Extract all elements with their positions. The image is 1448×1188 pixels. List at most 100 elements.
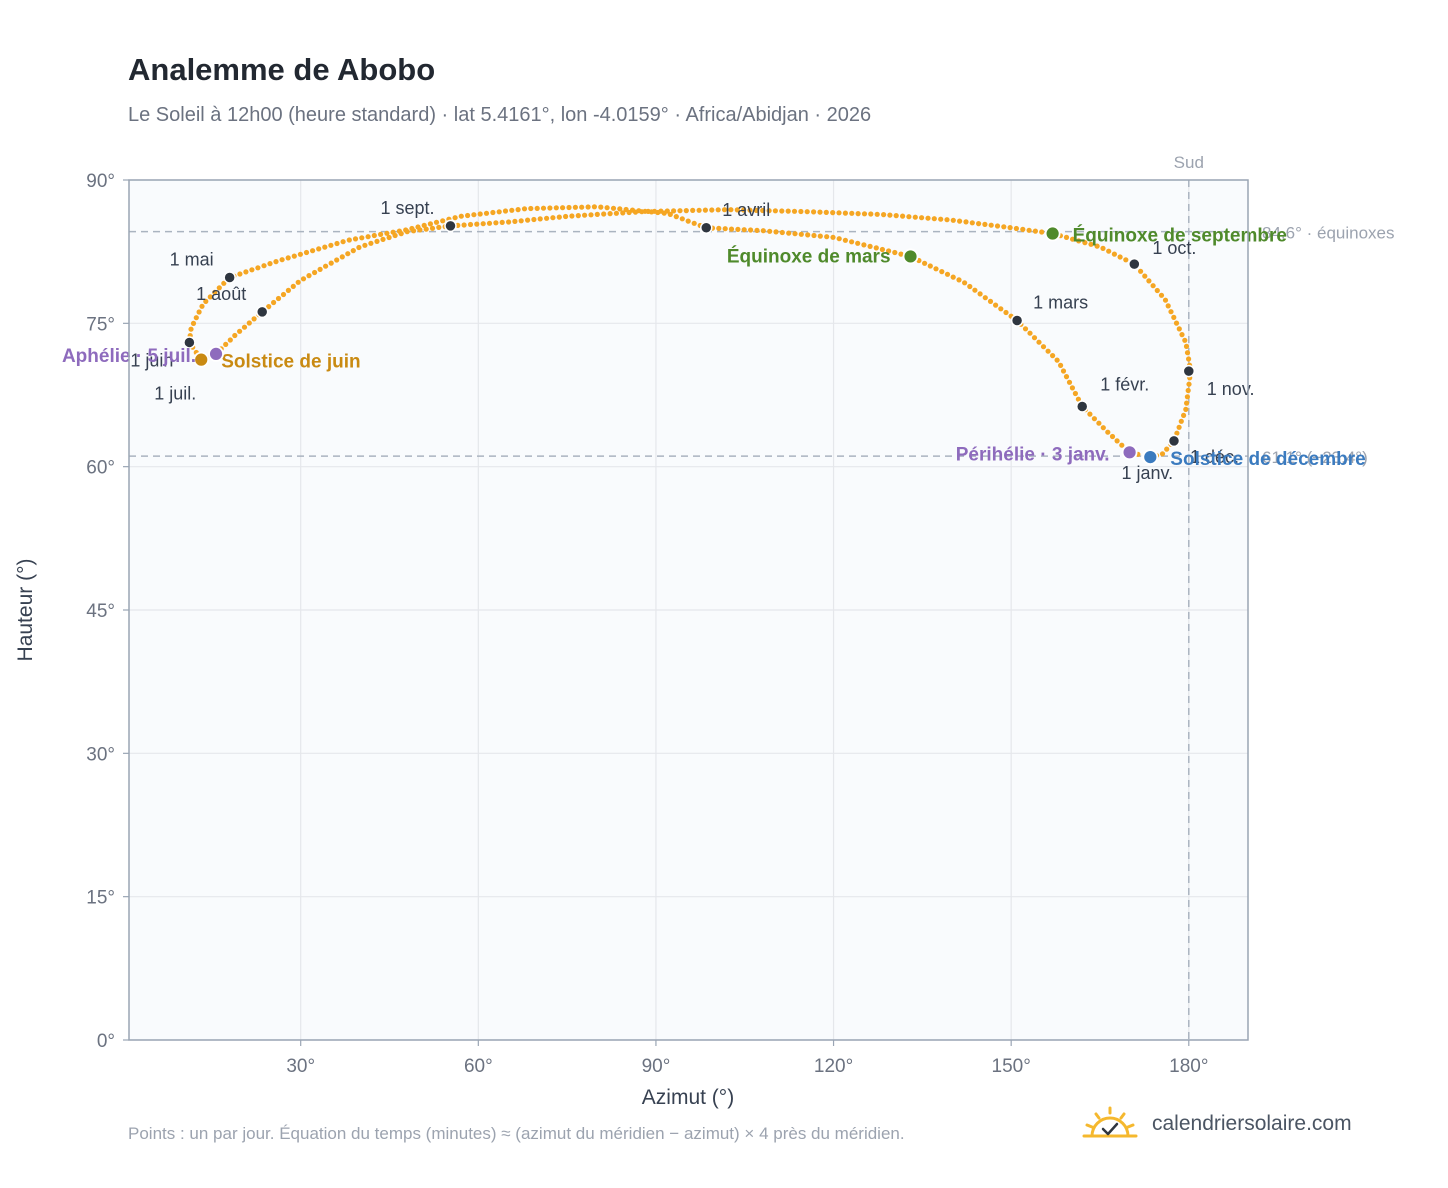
reference-lines: Sud 84.6° · équinoxes 61.1° (−23.4°) [129, 153, 1395, 1040]
day-dot [316, 246, 322, 252]
day-dot [1058, 362, 1064, 368]
event-label: Équinoxe de septembre [1073, 225, 1287, 247]
day-dot [667, 211, 673, 217]
y-tick-label: 45° [86, 601, 115, 622]
day-dot [323, 263, 329, 269]
day-dot [384, 230, 390, 236]
day-dot [950, 217, 956, 223]
day-dot [486, 220, 493, 226]
day-dot [579, 204, 585, 210]
day-dot [480, 221, 486, 227]
day-dot [734, 207, 740, 213]
chart-subtitle: Le Soleil à 12h00 (heure standard) · lat… [128, 104, 872, 126]
day-dot [255, 265, 261, 271]
event-markers: Équinoxe de mars Équinoxe de septembre Sol… [62, 225, 1366, 471]
day-dot [620, 210, 626, 216]
day-dot [893, 213, 899, 219]
day-dot [467, 221, 474, 228]
day-dot [378, 231, 384, 237]
day-dot [291, 253, 297, 259]
day-dot [279, 257, 285, 263]
day-dot [1159, 451, 1166, 457]
day-dot [741, 227, 747, 233]
brand-logo[interactable]: calendriersolaire.com [1082, 1102, 1352, 1146]
day-dot [506, 219, 512, 225]
day-dot [1060, 368, 1067, 374]
event-marker [1142, 449, 1159, 466]
day-dot [805, 232, 811, 238]
day-dot [817, 233, 823, 239]
day-dot [362, 242, 368, 248]
day-dot [207, 294, 213, 300]
day-dot [221, 280, 227, 286]
day-dot [1182, 337, 1188, 343]
day-dot [345, 251, 351, 257]
day-dot [1109, 433, 1116, 440]
day-dot [849, 239, 855, 245]
day-dot [188, 326, 194, 332]
day-dot [804, 209, 810, 215]
day-dot [575, 213, 581, 219]
day-dot [1072, 390, 1078, 397]
day-dot [493, 220, 499, 226]
day-dot [216, 285, 222, 291]
day-dot [1036, 339, 1042, 345]
footnote: Points : un par jour. Équation du temps … [128, 1124, 905, 1143]
y-tick-label: 90° [86, 171, 115, 192]
day-dot [572, 204, 579, 210]
month-label: 1 avril [722, 200, 770, 220]
day-dot [1117, 254, 1123, 260]
day-dot [1100, 425, 1106, 431]
brand-name[interactable]: calendriersolaire.com [1152, 1112, 1352, 1135]
day-dot [380, 236, 386, 242]
day-dot [1027, 330, 1033, 336]
day-dot [898, 251, 904, 257]
day-dot [300, 276, 307, 282]
day-dot [817, 209, 823, 215]
axis-ticks: 30° 60° 90° 120° 150° 180° 0° 15° 30° 45° 60° 75° 90… [86, 171, 1208, 1077]
day-dot [1150, 283, 1156, 289]
day-dot [411, 228, 417, 234]
day-dot [531, 216, 537, 223]
day-dot [969, 220, 975, 226]
day-dot [651, 208, 658, 214]
x-tick-label: 30° [286, 1056, 315, 1077]
day-dot [1168, 309, 1174, 315]
day-dot [1171, 314, 1177, 320]
day-dot [1054, 357, 1060, 363]
day-dot [972, 287, 978, 293]
day-dot [440, 218, 446, 224]
day-dot [664, 208, 670, 214]
day-dot [550, 215, 556, 221]
day-dot [477, 211, 483, 217]
day-dot [919, 215, 925, 221]
day-dot [993, 302, 999, 308]
day-dot [1185, 387, 1191, 394]
event-marker [902, 248, 919, 265]
day-dot [1164, 446, 1170, 452]
day-dot [312, 269, 318, 276]
day-dot [502, 208, 509, 214]
month-label: 1 juin [130, 350, 173, 370]
day-dot [429, 225, 436, 231]
day-dot [1040, 344, 1047, 350]
day-dot [912, 214, 918, 220]
day-dot [1091, 416, 1097, 422]
day-dot [474, 221, 480, 227]
day-dot [1082, 240, 1088, 246]
day-dot [874, 211, 880, 217]
month-marker [444, 219, 457, 233]
day-dot [328, 242, 334, 248]
day-dot [340, 239, 346, 245]
day-dot [515, 207, 521, 213]
month-label: 1 mai [170, 249, 214, 269]
day-dot [823, 209, 829, 215]
day-dot [368, 240, 374, 246]
day-dot [591, 204, 598, 210]
day-dot [423, 226, 429, 232]
day-dot [691, 220, 697, 226]
month-marker [1182, 364, 1196, 378]
day-dot [722, 226, 728, 232]
day-dot [861, 242, 867, 248]
day-dot [879, 246, 886, 253]
